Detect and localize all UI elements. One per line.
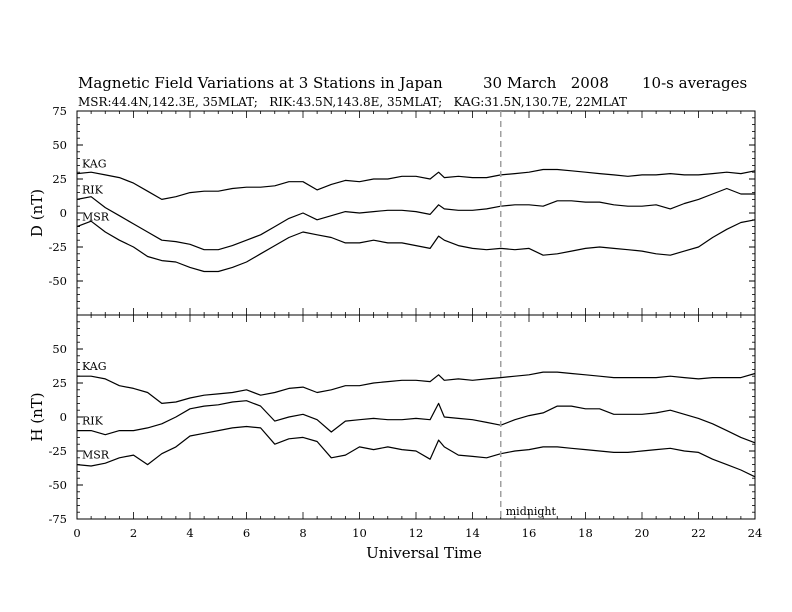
series-line-H-KAG [77,371,756,404]
series-line-D-KAG [76,168,756,200]
series-line-D-RIK [76,187,755,251]
y-tick-label-D: 50 [52,138,67,152]
series-label-H-RIK: RIK [82,415,104,428]
y-tick-label-H: -50 [48,478,67,492]
panel-frame-D [76,110,756,316]
chart-date: 30 March 2008 [483,74,609,92]
x-tick-label: 0 [73,526,80,540]
series-line-H-MSR [76,425,756,478]
panel-H: 50 25 0 -25 -50 -75 H (nT) KAG RIK MSR [28,314,756,526]
series-label-H-MSR: MSR [82,449,110,462]
panel-frame-H [76,314,756,520]
x-tick-label: 10 [352,526,367,540]
x-tick-label: 22 [691,526,706,540]
x-tick-label: 24 [748,526,763,540]
y-tick-label-H: -75 [48,512,67,526]
series-label-H-KAG: KAG [82,360,107,373]
midnight-marker-label: midnight [506,505,557,518]
x-tick-label: 14 [465,526,480,540]
y-axis-label-H: H (nT) [28,392,46,441]
x-tick-label: 8 [299,526,306,540]
chart-title: Magnetic Field Variations at 3 Stations … [78,74,443,92]
y-tick-label-H: 25 [52,376,67,390]
x-tick-label: 2 [130,526,137,540]
chart-averaging: 10-s averages [642,74,747,92]
series-label-D-RIK: RIK [82,183,104,196]
y-tick-label-D: 0 [60,206,67,220]
x-axis-label: Universal Time [366,544,482,562]
y-axis-label-D: D (nT) [28,189,46,237]
y-tick-label-D: -50 [48,274,67,288]
x-tick-label: 12 [409,526,424,540]
x-tick-label: 18 [578,526,593,540]
series-line-D-MSR [76,219,756,273]
x-tick-label: 6 [243,526,250,540]
station-coordinates: MSR:44.4N,142.3E, 35MLAT; RIK:43.5N,143.… [78,95,627,109]
series-label-D-MSR: MSR [82,211,110,224]
series-label-D-KAG: KAG [82,158,107,171]
y-tick-label-H: 0 [60,410,67,424]
panels-group: 75 50 25 0 -25 -50 D (nT) KAG RIK MSR 50 25 0 -25 -50 -… [28,104,762,540]
series-line-H-RIK [77,400,756,444]
x-tick-label: 20 [635,526,650,540]
panel-D: 75 50 25 0 -25 -50 D (nT) KAG RIK MSR [28,104,756,316]
x-tick-label: 4 [186,526,193,540]
y-tick-label-H: -25 [48,444,67,458]
y-tick-label-D: -25 [48,240,67,254]
y-tick-label-H: 50 [52,342,67,356]
y-tick-label-D: 25 [52,172,67,186]
y-tick-label-D: 75 [52,104,67,118]
x-tick-label: 16 [522,526,537,540]
